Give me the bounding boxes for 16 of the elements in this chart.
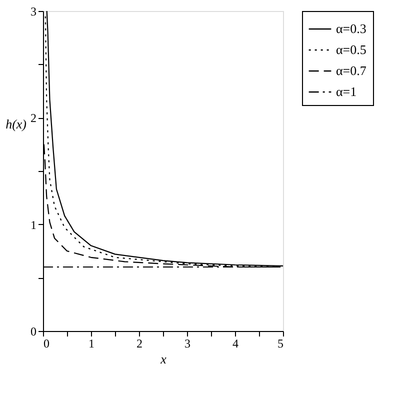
- y-axis-title: h(x): [6, 116, 26, 132]
- x-tick-label: 3: [184, 336, 190, 350]
- x-tick-label: 2: [136, 336, 142, 350]
- x-tick-label: 0: [44, 336, 50, 350]
- y-tick-label: 0: [30, 324, 36, 338]
- y-tick-label: 2: [30, 111, 36, 126]
- x-tick-label: 1: [88, 336, 94, 350]
- legend-label: α=0.7: [336, 63, 367, 78]
- x-axis-title: x: [160, 352, 167, 366]
- y-tick-label: 3: [30, 4, 36, 18]
- legend-label: α=0.3: [336, 21, 366, 36]
- x-tick-label: 4: [232, 336, 238, 350]
- x-tick-label: 5: [278, 336, 284, 350]
- y-tick-label: 1: [30, 218, 36, 232]
- legend-label: α=1: [336, 84, 357, 99]
- legend-label: α=0.5: [336, 42, 366, 57]
